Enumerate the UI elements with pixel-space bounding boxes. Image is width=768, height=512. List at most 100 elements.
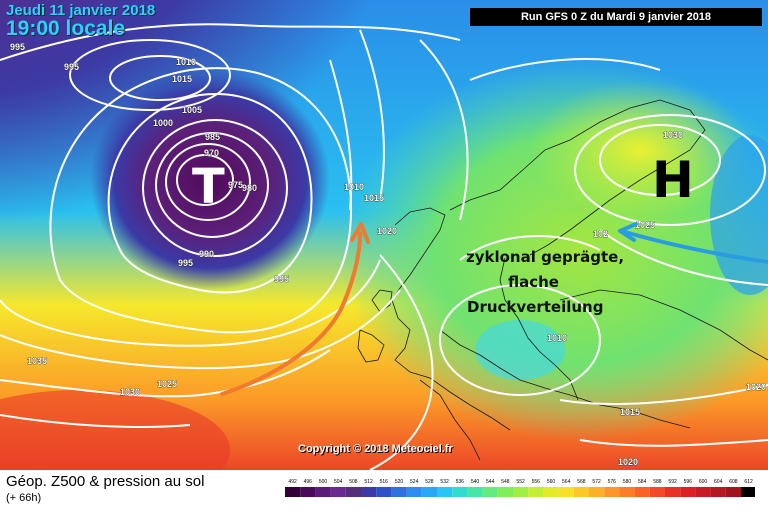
isobar-label: 995: [274, 274, 289, 284]
scale-swatch: [741, 487, 755, 497]
scale-swatch: [315, 487, 331, 497]
isobar-label: 102: [593, 229, 608, 239]
scale-swatch: [725, 487, 741, 497]
scale-swatch: [589, 487, 605, 497]
isobar-label: 1030: [120, 387, 140, 397]
scale-swatch: [573, 487, 589, 497]
scale-swatch: [497, 487, 513, 497]
z500-mediterranean-blue: [475, 320, 565, 380]
scale-swatch: [558, 487, 574, 497]
scale-label: 580: [623, 479, 632, 485]
scale-swatch: [437, 487, 453, 497]
scale-label: 588: [653, 479, 662, 485]
isobar-label: 970: [204, 148, 219, 158]
isobar-label: 1020: [746, 382, 766, 392]
z500-southwest-red: [0, 390, 230, 470]
isobar-label: 1025: [157, 379, 177, 389]
scale-swatch: [665, 487, 681, 497]
weather-map: 995 1010 995 1015 1005 1000 985 970 975 …: [0, 0, 768, 470]
z500-north-yellow-area: [530, 80, 750, 220]
scale-label: 612: [744, 479, 753, 485]
color-scale-legend: 492 496 500 504 508 512 516 520 524 528 532 536 540 5…: [285, 479, 755, 497]
scale-label: 544: [486, 479, 495, 485]
scale-swatch: [361, 487, 377, 497]
annotation-line-3: Druckverteilung: [467, 298, 603, 316]
scale-label: 608: [729, 479, 738, 485]
scale-label: 604: [714, 479, 723, 485]
scale-swatch: [406, 487, 422, 497]
scale-label: 508: [349, 479, 358, 485]
scale-swatch: [634, 487, 650, 497]
scale-label: 552: [516, 479, 525, 485]
scale-swatch: [421, 487, 437, 497]
isobar-label: 995: [178, 258, 193, 268]
copyright-notice: Copyright © 2018 Meteociel.fr: [298, 443, 453, 455]
scale-label: 516: [380, 479, 389, 485]
scale-swatch: [604, 487, 620, 497]
scale-label: 600: [699, 479, 708, 485]
scale-label: 504: [334, 479, 343, 485]
scale-label: 536: [456, 479, 465, 485]
isobar-label: 985: [205, 132, 220, 142]
scale-swatch: [300, 487, 316, 497]
isobar-label: 1005: [182, 105, 202, 115]
scale-swatch: [710, 487, 726, 497]
isobar-label: 995: [10, 42, 25, 52]
scale-swatch: [619, 487, 635, 497]
isobar-label: 1000: [153, 118, 173, 128]
scale-label: 520: [395, 479, 404, 485]
scale-label: 496: [304, 479, 313, 485]
isobars: [0, 23, 768, 470]
isobar-label: 1020: [377, 226, 397, 236]
warm-air-arrow-head: [350, 222, 370, 244]
isobar-label: 1015: [620, 407, 640, 417]
isobar-label: 1020: [618, 457, 638, 467]
scale-swatch: [513, 487, 529, 497]
scale-swatch: [482, 487, 498, 497]
isobar-label: 980: [242, 183, 257, 193]
scale-swatch: [376, 487, 392, 497]
isobar-label: 1010: [176, 57, 196, 67]
isobar-label: 995: [64, 62, 79, 72]
forecast-date: Jeudi 11 janvier 2018: [6, 2, 156, 19]
scale-swatch: [391, 487, 407, 497]
isobar-label: 1015: [172, 74, 192, 84]
scale-swatch: [528, 487, 544, 497]
high-pressure-symbol: H: [652, 151, 694, 209]
isobar-label: 1030: [663, 130, 683, 140]
low-pressure-symbol: T: [192, 159, 225, 215]
scale-label: 564: [562, 479, 571, 485]
forecast-time: 19:00 locale: [6, 17, 126, 40]
scale-label: 576: [608, 479, 617, 485]
coastlines: [357, 99, 768, 461]
isobar-label: 975: [228, 180, 243, 190]
cold-air-arrow: [623, 230, 768, 264]
scale-label: 540: [471, 479, 480, 485]
scale-label: 500: [319, 479, 328, 485]
scale-label: 596: [684, 479, 693, 485]
footer-subtitle: (+ 66h): [6, 492, 42, 504]
isobar-label: 990: [199, 249, 214, 259]
annotation-line-2: flache: [508, 273, 559, 291]
scale-label: 556: [532, 479, 541, 485]
isobar-label: 1010: [344, 182, 364, 192]
scale-label: 524: [410, 479, 419, 485]
scale-label: 572: [592, 479, 601, 485]
scale-swatch: [695, 487, 711, 497]
scale-swatch: [285, 487, 301, 497]
scale-label: 592: [668, 479, 677, 485]
footer-title: Géop. Z500 & pression au sol: [6, 473, 205, 490]
isobar-labels: 995 1010 995 1015 1005 1000 985 970 975 …: [10, 42, 767, 468]
model-run-label: Run GFS 0 Z du Mardi 9 janvier 2018: [470, 8, 762, 26]
scale-swatch: [649, 487, 665, 497]
isobar-label: 1025: [635, 220, 655, 230]
scale-label: 548: [501, 479, 510, 485]
scale-swatch: [543, 487, 559, 497]
scale-swatch: [452, 487, 468, 497]
scale-label: 584: [638, 479, 647, 485]
z500-low-core: [90, 70, 330, 290]
isobar-label: 1010: [547, 333, 567, 343]
scale-swatch: [467, 487, 483, 497]
isobar-label: 1035: [27, 356, 47, 366]
